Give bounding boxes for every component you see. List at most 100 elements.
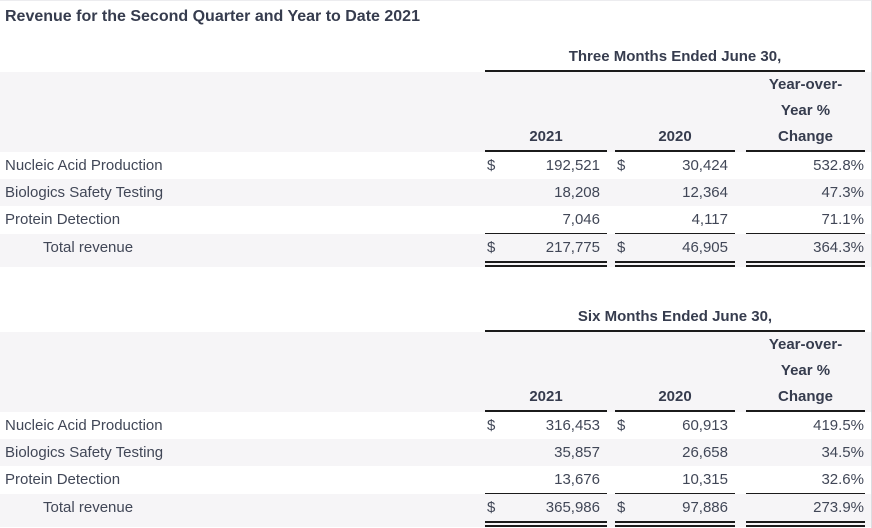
total-2021: $ 365,986 <box>485 494 607 527</box>
column-header-2021: 2021 <box>485 72 607 152</box>
amount-2021: 13,676 <box>554 471 600 488</box>
yoy-header-line2: Year % <box>780 102 831 119</box>
column-gap <box>735 72 746 152</box>
column-gap <box>735 412 746 439</box>
yoy-header-line2: Year % <box>780 362 831 379</box>
value-2020: 12,364 <box>615 179 735 206</box>
column-gap <box>735 494 746 527</box>
total-amount-2020: 46,905 <box>682 239 728 256</box>
total-label: Total revenue <box>43 239 134 256</box>
amount-2021: 7,046 <box>562 211 600 228</box>
page-title: Revenue for the Second Quarter and Year … <box>5 8 420 25</box>
yoy-change-value: 32.6% <box>746 466 865 494</box>
column-gap <box>607 234 615 267</box>
row-label: Protein Detection <box>5 211 121 228</box>
currency-symbol: $ <box>617 499 626 516</box>
amount-2021: 18,208 <box>554 184 600 201</box>
value-2021: $ 316,453 <box>485 412 607 439</box>
value-2020: 4,117 <box>615 206 735 234</box>
currency-symbol: $ <box>617 239 626 256</box>
yoy-header-line3: Change <box>777 128 833 145</box>
spacer <box>865 332 871 412</box>
column-gap <box>607 152 615 179</box>
spacer <box>865 439 871 466</box>
currency-symbol: $ <box>487 499 496 516</box>
row-label: Biologics Safety Testing <box>5 444 164 461</box>
table-row: Nucleic Acid Production $ 192,521 $ 30,4… <box>0 152 871 179</box>
column-gap <box>735 152 746 179</box>
yoy-header-line1: Year-over- <box>768 336 843 353</box>
column-gap <box>735 179 746 206</box>
row-label: Nucleic Acid Production <box>5 157 163 174</box>
spacer <box>865 303 871 332</box>
value-2020: 26,658 <box>615 439 735 466</box>
table-row: Biologics Safety Testing 35,857 26,658 3… <box>0 439 871 466</box>
total-2020: $ 97,886 <box>615 494 735 527</box>
period-header-row: Three Months Ended June 30, <box>0 43 871 72</box>
value-2021: $ 192,521 <box>485 152 607 179</box>
column-gap <box>735 466 746 494</box>
value-2021: 13,676 <box>485 466 607 494</box>
yoy-change-value: 34.5% <box>821 444 864 461</box>
amount-2020: 26,658 <box>682 444 728 461</box>
total-yoy-change: 364.3% <box>746 234 865 267</box>
column-header-2020: 2020 <box>615 332 735 412</box>
table-row: Biologics Safety Testing 18,208 12,364 4… <box>0 179 871 206</box>
amount-2020: 10,315 <box>682 471 728 488</box>
yoy-change-value: 71.1% <box>746 206 865 234</box>
amount-2020: 60,913 <box>682 417 728 434</box>
value-2021: 7,046 <box>485 206 607 234</box>
table-row: Nucleic Acid Production $ 316,453 $ 60,9… <box>0 412 871 439</box>
amount-2021: 35,857 <box>554 444 600 461</box>
column-header-2020: 2020 <box>615 72 735 152</box>
table-row: Protein Detection 7,046 4,117 71.1% <box>0 206 871 234</box>
currency-symbol: $ <box>617 417 626 434</box>
column-gap <box>607 179 615 206</box>
yoy-header-line3: Change <box>777 388 833 405</box>
column-gap <box>607 466 615 494</box>
spacer <box>865 234 871 267</box>
period-header-row: Six Months Ended June 30, <box>0 303 871 332</box>
column-gap <box>607 494 615 527</box>
column-gap <box>607 206 615 234</box>
spacer <box>865 206 871 234</box>
column-gap <box>607 332 615 412</box>
column-gap <box>735 439 746 466</box>
three-months-table: Three Months Ended June 30, 2021 2020 Ye… <box>0 43 871 267</box>
total-row: Total revenue $ 365,986 $ 97,886 273.9% <box>0 494 871 527</box>
yoy-header-line1: Year-over- <box>768 76 843 93</box>
spacer <box>865 43 871 72</box>
column-header-yoy-change: Year-over- Year % Change <box>746 72 865 152</box>
yoy-change-value: 47.3% <box>821 184 864 201</box>
total-2021: $ 217,775 <box>485 234 607 267</box>
total-yoy-change: 273.9% <box>746 494 865 527</box>
table-row: Protein Detection 13,676 10,315 32.6% <box>0 466 871 494</box>
value-2020: $ 60,913 <box>615 412 735 439</box>
total-amount-2021: 365,986 <box>545 499 600 516</box>
row-label: Nucleic Acid Production <box>5 417 163 434</box>
column-header-2020-label: 2020 <box>658 388 692 405</box>
currency-symbol: $ <box>487 417 496 434</box>
column-header-2021-label: 2021 <box>529 388 563 405</box>
spacer <box>0 332 485 412</box>
total-2020: $ 46,905 <box>615 234 735 267</box>
row-label: Biologics Safety Testing <box>5 184 164 201</box>
total-amount-2021: 217,775 <box>545 239 600 256</box>
row-label: Protein Detection <box>5 471 121 488</box>
column-gap <box>607 72 615 152</box>
column-gap <box>735 206 746 234</box>
amount-2020: 12,364 <box>682 184 728 201</box>
spacer <box>865 152 871 179</box>
amount-2020: 4,117 <box>691 211 728 228</box>
column-gap <box>735 234 746 267</box>
yoy-change-value: 532.8% <box>813 157 864 174</box>
period-header: Three Months Ended June 30, <box>485 43 865 72</box>
total-row: Total revenue $ 217,775 $ 46,905 364.3% <box>0 234 871 267</box>
column-header-row: 2021 2020 Year-over- Year % Change <box>0 332 871 412</box>
amount-2021: 316,453 <box>545 417 600 434</box>
column-gap <box>607 412 615 439</box>
spacer <box>0 303 485 332</box>
spacer <box>865 412 871 439</box>
value-2020: $ 30,424 <box>615 152 735 179</box>
